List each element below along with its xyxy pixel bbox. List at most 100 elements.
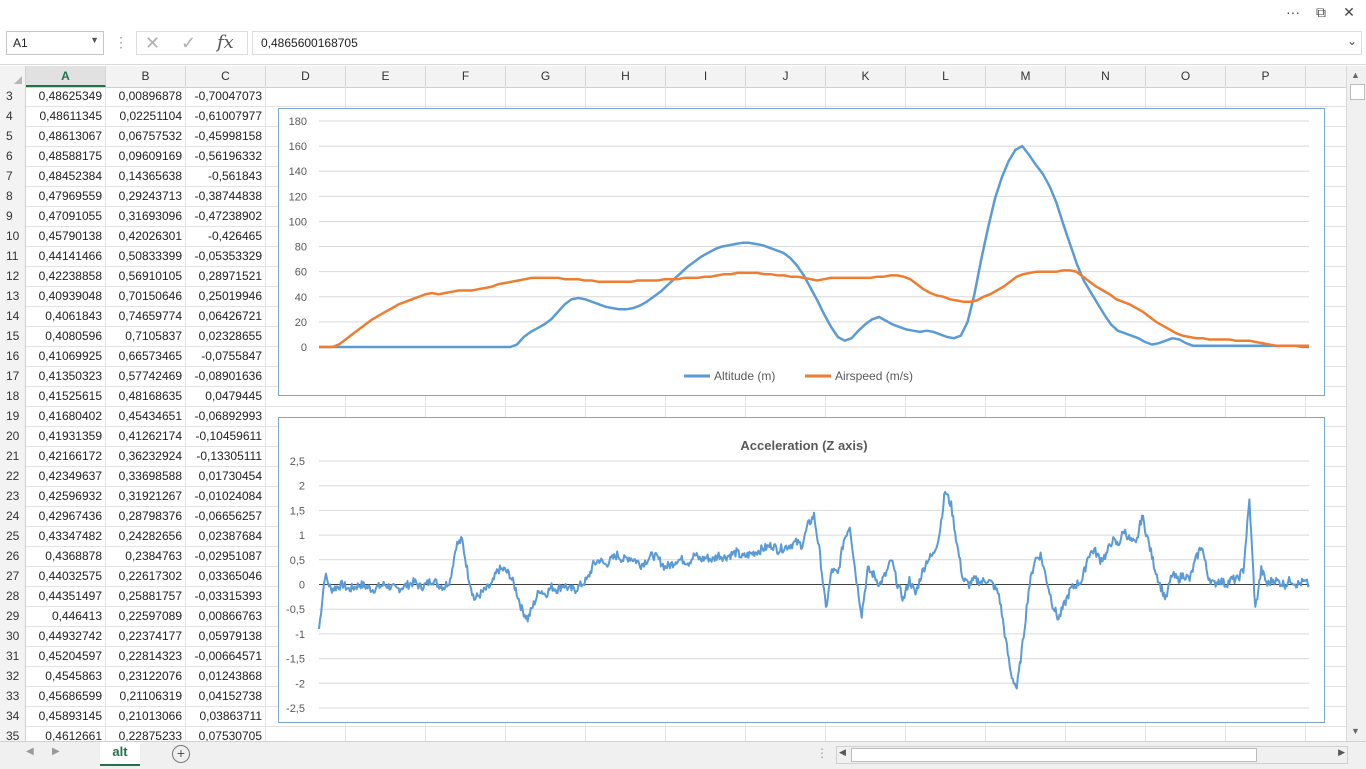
column-header[interactable]: O (1146, 66, 1226, 87)
cell-a[interactable]: 0,446413 (26, 607, 106, 627)
row-header[interactable]: 14 (0, 307, 26, 327)
cell-a[interactable]: 0,48452384 (26, 167, 106, 187)
cell-b[interactable]: 0,48168635 (106, 387, 186, 407)
cell-c[interactable]: 0,05979138 (186, 627, 266, 647)
add-sheet-button[interactable]: + (172, 745, 190, 763)
cell-b[interactable]: 0,2384763 (106, 547, 186, 567)
row-header[interactable]: 6 (0, 147, 26, 167)
row-header[interactable]: 35 (0, 727, 26, 741)
cell-b[interactable]: 0,23122076 (106, 667, 186, 687)
cell-a[interactable]: 0,45204597 (26, 647, 106, 667)
cell-a[interactable]: 0,48611345 (26, 107, 106, 127)
cell-c[interactable]: 0,01730454 (186, 467, 266, 487)
row-header[interactable]: 33 (0, 687, 26, 707)
cell-c[interactable]: -0,426465 (186, 227, 266, 247)
acceleration-chart[interactable]: Acceleration (Z axis) 2,5 2 1,5 1 0,5 0 -0,5 -1 -… (278, 417, 1325, 723)
row-header[interactable]: 15 (0, 327, 26, 347)
cell-b[interactable]: 0,22814323 (106, 647, 186, 667)
column-header[interactable]: A (26, 66, 106, 87)
cell-b[interactable]: 0,14365638 (106, 167, 186, 187)
cell-b[interactable]: 0,25881757 (106, 587, 186, 607)
formula-input[interactable]: 0,4865600168705 ⌄ (252, 31, 1362, 55)
cancel-icon[interactable]: ✕ (145, 33, 161, 53)
row-header[interactable]: 26 (0, 547, 26, 567)
row-header[interactable]: 32 (0, 667, 26, 687)
cell-a[interactable]: 0,45686599 (26, 687, 106, 707)
scroll-down-icon[interactable]: ▼ (1351, 726, 1360, 736)
row-header[interactable]: 4 (0, 107, 26, 127)
column-header[interactable]: P (1226, 66, 1306, 87)
cell-a[interactable]: 0,48613067 (26, 127, 106, 147)
cell-b[interactable]: 0,06757532 (106, 127, 186, 147)
cell-c[interactable]: 0,02328655 (186, 327, 266, 347)
row-header[interactable]: 23 (0, 487, 26, 507)
cell-a[interactable]: 0,47091055 (26, 207, 106, 227)
cell-a[interactable]: 0,4080596 (26, 327, 106, 347)
cell-b[interactable]: 0,02251104 (106, 107, 186, 127)
cell-c[interactable]: 0,01243868 (186, 667, 266, 687)
cell-c[interactable]: -0,10459611 (186, 427, 266, 447)
cell-a[interactable]: 0,4545863 (26, 667, 106, 687)
row-header[interactable]: 8 (0, 187, 26, 207)
insert-function-icon[interactable]: fx (217, 32, 234, 53)
formula-bar-separator-icon[interactable]: ⋮ (114, 34, 128, 50)
cell-b[interactable]: 0,24282656 (106, 527, 186, 547)
cell-a[interactable]: 0,4368878 (26, 547, 106, 567)
cell-a[interactable]: 0,41680402 (26, 407, 106, 427)
scroll-thumb[interactable] (1350, 84, 1365, 100)
cell-c[interactable]: -0,02951087 (186, 547, 266, 567)
cell-b[interactable]: 0,42026301 (106, 227, 186, 247)
scroll-up-icon[interactable]: ▲ (1351, 70, 1360, 80)
horizontal-scrollbar[interactable]: ◀ ▶ (836, 746, 1348, 764)
column-header[interactable]: J (746, 66, 826, 87)
cell-c[interactable]: 0,28971521 (186, 267, 266, 287)
column-header[interactable]: D (266, 66, 346, 87)
row-header[interactable]: 13 (0, 287, 26, 307)
column-header[interactable]: H (586, 66, 666, 87)
row-header[interactable]: 24 (0, 507, 26, 527)
cell-c[interactable]: -0,01024084 (186, 487, 266, 507)
cell-b[interactable]: 0,28798376 (106, 507, 186, 527)
row-header[interactable]: 10 (0, 227, 26, 247)
altitude-airspeed-chart[interactable]: 0 20 40 60 80 100 120 140 160 180 Altitude (m) Airs… (278, 108, 1325, 396)
splitter-icon[interactable]: ⋮ (816, 746, 828, 760)
cell-b[interactable]: 0,50833399 (106, 247, 186, 267)
cell-a[interactable]: 0,43347482 (26, 527, 106, 547)
name-box[interactable]: A1 ▼ (6, 31, 104, 55)
row-header[interactable]: 7 (0, 167, 26, 187)
cell-b[interactable]: 0,22617302 (106, 567, 186, 587)
row-header[interactable]: 9 (0, 207, 26, 227)
cell-a[interactable]: 0,48625349 (26, 87, 106, 107)
column-header[interactable]: K (826, 66, 906, 87)
enter-icon[interactable]: ✓ (181, 33, 197, 53)
cell-a[interactable]: 0,41525615 (26, 387, 106, 407)
cell-a[interactable]: 0,42349637 (26, 467, 106, 487)
cell-c[interactable]: 0,02387684 (186, 527, 266, 547)
cell-a[interactable]: 0,41931359 (26, 427, 106, 447)
row-header[interactable]: 22 (0, 467, 26, 487)
close-icon[interactable]: ✕ (1343, 4, 1355, 20)
row-header[interactable]: 21 (0, 447, 26, 467)
cell-c[interactable]: -0,561843 (186, 167, 266, 187)
row-header[interactable]: 12 (0, 267, 26, 287)
row-header[interactable]: 5 (0, 127, 26, 147)
row-header[interactable]: 3 (0, 87, 26, 107)
cell-b[interactable]: 0,7105837 (106, 327, 186, 347)
column-header[interactable]: N (1066, 66, 1146, 87)
cell-b[interactable]: 0,00896878 (106, 87, 186, 107)
cell-c[interactable]: 0,00866763 (186, 607, 266, 627)
cell-a[interactable]: 0,41069925 (26, 347, 106, 367)
cell-c[interactable]: -0,38744838 (186, 187, 266, 207)
restore-ribbon-icon[interactable]: ⧉ (1316, 4, 1326, 20)
row-header[interactable]: 17 (0, 367, 26, 387)
cell-c[interactable]: -0,61007977 (186, 107, 266, 127)
cell-c[interactable]: 0,07530705 (186, 727, 266, 741)
cell-a[interactable]: 0,4061843 (26, 307, 106, 327)
row-header[interactable]: 34 (0, 707, 26, 727)
cell-b[interactable]: 0,36232924 (106, 447, 186, 467)
cell-b[interactable]: 0,22597089 (106, 607, 186, 627)
vertical-scrollbar[interactable]: ▲ ▼ (1346, 66, 1366, 741)
cell-c[interactable]: -0,13305111 (186, 447, 266, 467)
sheet-tab-alt[interactable]: alt (100, 742, 140, 766)
cell-a[interactable]: 0,45893145 (26, 707, 106, 727)
